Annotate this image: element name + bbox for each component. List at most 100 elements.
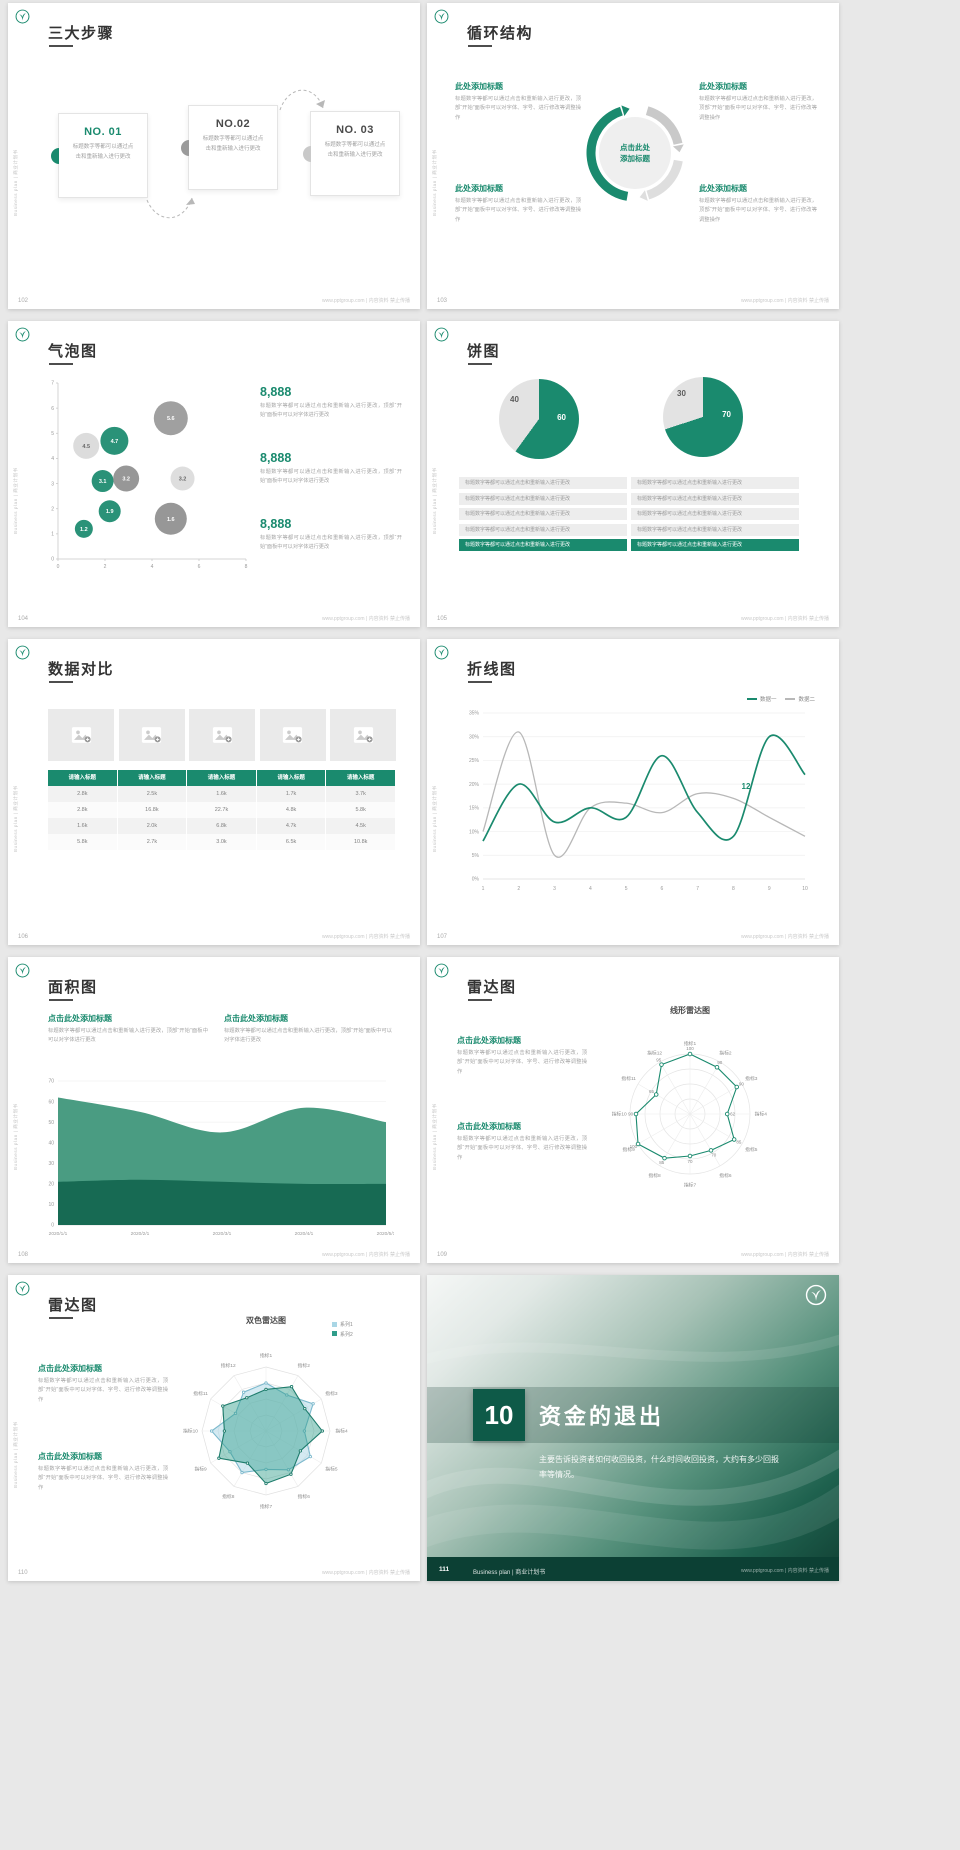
slide-104-thumbnail[interactable]: Business plan | 商业计划书 气泡图 0 1 2 3 4 5 6 7 0 2 4 6 8 4… [8, 321, 420, 627]
chart-label: 1 [482, 886, 485, 892]
radar-block-1: 点击此处添加标题 标题数字等都可以通过点击和重新输入进行更改，顶部“开始”面板中… [38, 1363, 168, 1405]
page-number: 103 [437, 298, 448, 304]
radar-value-label: 70 [711, 1152, 717, 1157]
stat-value: 8,888 [260, 451, 292, 465]
stat-text: 标题数字等都可以通过点击和重新输入进行更改，顶部“开始”面板中可以对字体进行更改 [260, 469, 402, 484]
cycle-block-bottom-right: 此处添加标题 标题数字等都可以通过点击和重新输入进行更改，顶部“开始”面板中可以… [699, 183, 817, 225]
legend-label: 数据二 [798, 697, 815, 703]
table-cell: 10.8k [326, 834, 395, 850]
title-underline [49, 999, 73, 1001]
radar-legend: 系列1 系列2 [332, 1321, 353, 1340]
footer-bar: 111 Business plan | 商业计划书 www.pptgroup.c… [427, 1557, 839, 1581]
title-underline [49, 681, 73, 683]
table-cell: 4.5k [326, 818, 395, 834]
page-number: 107 [437, 934, 448, 940]
brand-leaf-icon [15, 1281, 30, 1296]
chart-label: 9 [768, 886, 771, 892]
radar-axis-label: 指标3 [745, 1075, 758, 1082]
chart-label: 2020/3/1 [213, 1231, 232, 1237]
radar-dot [298, 1449, 303, 1453]
block-heading: 点击此处添加标题 [38, 1364, 102, 1373]
note-row: 标题数字等都可以通过点击和重新输入进行更改 [459, 523, 627, 536]
dashed-arc [279, 89, 324, 111]
cycle-center-label: 点击此处添加标题 [620, 142, 650, 163]
chart-label: 0 [51, 557, 54, 563]
block-heading: 点击此处添加标题 [457, 1122, 521, 1131]
table-row: 1.6k 2.0k 6.8k 4.7k 4.5k [48, 818, 396, 834]
table-cell: 22.7k [187, 802, 256, 818]
block-text: 标题数字等都可以通过点击和重新输入进行更改，顶部“开始”面板中可以对字体、字号、… [455, 96, 581, 121]
step-bullet [51, 148, 59, 164]
legend-item-2: 系列2 [332, 1331, 353, 1338]
pie-notes-right: 标题数字等都可以通过点击和重新输入进行更改 标题数字等都可以通过点击和重新输入进行… [631, 477, 799, 555]
line-series [482, 731, 806, 858]
slide-105-thumbnail[interactable]: Business plan | 商业计划书 饼图 40 60 30 70 标题数… [427, 321, 839, 627]
radar-value-label: 95 [656, 1057, 662, 1062]
table-header-cell: 请输入标题 [326, 770, 395, 786]
bubble-label: 4.7 [111, 439, 119, 445]
chart-label: 6 [51, 406, 54, 412]
step-card-2: NO.02 标题数字等都可以通过点击和重新输入进行更改 [181, 105, 278, 190]
slide-106-thumbnail[interactable]: Business plan | 商业计划书 数据对比 请输入标题 请输入标题 请输入… [8, 639, 420, 945]
slide-110-thumbnail[interactable]: Business plan | 商业计划书 雷达图 点击此处添加标题 标题数字等… [8, 1275, 420, 1581]
radar-chart-title: 双色雷达图 [246, 1316, 286, 1325]
radar-dot [209, 1429, 214, 1433]
block-text: 标题数字等都可以通过点击和重新输入进行更改，顶部“开始”面板中可以对字体、字号、… [699, 96, 817, 121]
line-series [482, 734, 806, 842]
bubble [100, 426, 129, 455]
block-heading: 点击此处添加标题 [457, 1036, 521, 1045]
slide-111-thumbnail[interactable]: 10 资金的退出 主要告诉投资者如何收回投资，什么时间收回投资，大约有多少回报率… [427, 1275, 839, 1581]
chapter-number: 10 [473, 1389, 525, 1441]
radar-dot [221, 1404, 225, 1408]
table-cell: 2.8k [48, 802, 117, 818]
slide-108-thumbnail[interactable]: Business plan | 商业计划书 面积图 点击此处添加标题 标题数字等… [8, 957, 420, 1263]
radar-axis-label: 指标11 [193, 1390, 208, 1397]
slide-title: 面积图 [48, 979, 98, 996]
title-underline [468, 999, 492, 1001]
chart-label: 6 [198, 564, 201, 570]
radar-axis-label: 指标9 [623, 1146, 636, 1153]
radar-axis-label: 指标7 [260, 1503, 273, 1510]
table-header-cell: 请输入标题 [117, 770, 187, 786]
note-row: 标题数字等都可以通过点击和重新输入进行更改 [459, 477, 627, 489]
chart-label: 2020/2/1 [131, 1231, 150, 1237]
footer-site-text: www.pptgroup.com | 内容资料 禁止传播 [741, 298, 829, 304]
sidebar-vertical-text: Business plan | 商业计划书 [432, 1103, 437, 1170]
image-placeholder [330, 709, 396, 761]
footer-site-text: www.pptgroup.com | 内容资料 禁止传播 [322, 616, 410, 622]
footer-text: Business plan | 商业计划书 [473, 1569, 546, 1576]
slide-102-thumbnail[interactable]: Business plan | 商业计划书 三大步骤 NO. 01 标题数字等都可… [8, 3, 420, 309]
chart-label: 4 [589, 886, 592, 892]
block-heading: 此处添加标题 [699, 184, 747, 193]
bubble-chart: 0 1 2 3 4 5 6 7 0 2 4 6 8 4.5 4.7 5.6 3.1 3.2 3.2 1.9 1.2 1.6 [51, 381, 247, 570]
chart-label: 70 [48, 1079, 54, 1085]
brand-leaf-icon [434, 645, 449, 660]
pie-value-gray: 30 [677, 389, 686, 398]
slide-107-thumbnail[interactable]: Business plan | 商业计划书 折线图 数据一 数据二 0% 5% 10… [427, 639, 839, 945]
step-text: 标题数字等都可以通过点击和重新输入进行更改 [72, 144, 134, 160]
area-block-right: 点击此处添加标题 标题数字等都可以通过点击和重新输入进行更改，顶部“开始”面板中… [224, 1013, 392, 1046]
data-annotation: 12 [742, 782, 751, 791]
note-row: 标题数字等都可以通过点击和重新输入进行更改 [631, 523, 799, 536]
page-number: 110 [18, 1570, 28, 1576]
brand-leaf-icon [15, 9, 30, 24]
radar-dot [662, 1155, 667, 1161]
step-number: NO.02 [215, 118, 251, 130]
cycle-arrowhead [639, 190, 648, 201]
arrowhead-icon [316, 100, 325, 108]
slide-title: 折线图 [467, 661, 517, 678]
chart-label: 7 [696, 886, 699, 892]
bubble [74, 519, 93, 538]
slide-109-thumbnail[interactable]: Business plan | 商业计划书 雷达图 点击此处添加标题 标题数字等… [427, 957, 839, 1263]
radar-dot [245, 1396, 249, 1400]
sidebar-vertical-text: Business plan | 商业计划书 [13, 1421, 18, 1488]
radar-axis-label: 指标1 [260, 1352, 273, 1359]
chart-label: 1 [51, 532, 54, 538]
radar-value-label: 100 [686, 1046, 694, 1051]
note-row: 标题数字等都可以通过点击和重新输入进行更改 [459, 539, 627, 551]
bubble-label: 3.1 [99, 479, 107, 485]
slide-103-thumbnail[interactable]: Business plan | 商业计划书 循环结构 此处添加标题 标题数字等都… [427, 3, 839, 309]
bubble [170, 466, 195, 491]
chart-label: 3 [553, 886, 556, 892]
table-cell: 3.0k [187, 834, 256, 850]
